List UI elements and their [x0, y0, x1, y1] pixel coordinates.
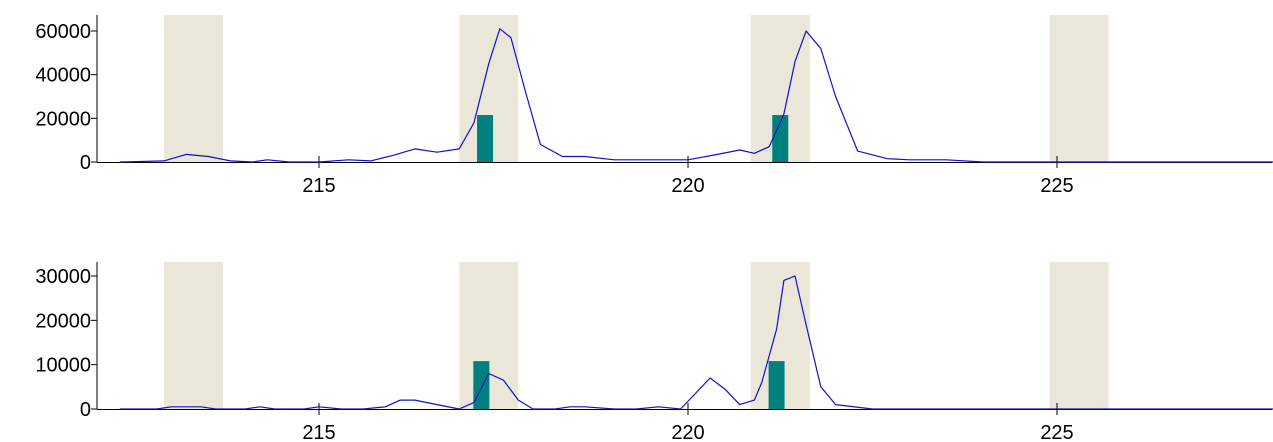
highlight-band — [1049, 15, 1109, 162]
series-line — [119, 28, 1273, 163]
y-tick-label: 60000 — [35, 21, 91, 43]
bar — [477, 115, 494, 162]
bar — [772, 115, 789, 162]
x-tick-label: 225 — [1040, 175, 1073, 197]
y-tick-label: 20000 — [35, 108, 91, 130]
highlight-band — [1049, 262, 1109, 409]
series-line — [119, 275, 1273, 410]
y-tick-label: 0 — [80, 399, 91, 421]
highlight-band — [164, 262, 224, 409]
x-tick-label: 220 — [671, 422, 704, 442]
x-tick-label: 220 — [671, 175, 704, 197]
y-tick-label: 0 — [80, 152, 91, 174]
bar — [473, 361, 490, 409]
y-tick-label: 30000 — [35, 266, 91, 288]
x-tick-label: 215 — [302, 175, 335, 197]
x-tick-label: 215 — [302, 422, 335, 442]
x-tick-label: 225 — [1040, 422, 1073, 442]
highlight-band — [164, 15, 224, 162]
chart-panel-2: 0 10000 20000 30000 215 220 225 — [35, 262, 1273, 442]
y-tick-label: 10000 — [35, 355, 91, 377]
y-tick-label: 40000 — [35, 65, 91, 87]
bar — [768, 361, 785, 409]
chart-panel-1: 0 20000 40000 60000 215 220 225 — [35, 15, 1273, 197]
y-tick-label: 20000 — [35, 310, 91, 332]
